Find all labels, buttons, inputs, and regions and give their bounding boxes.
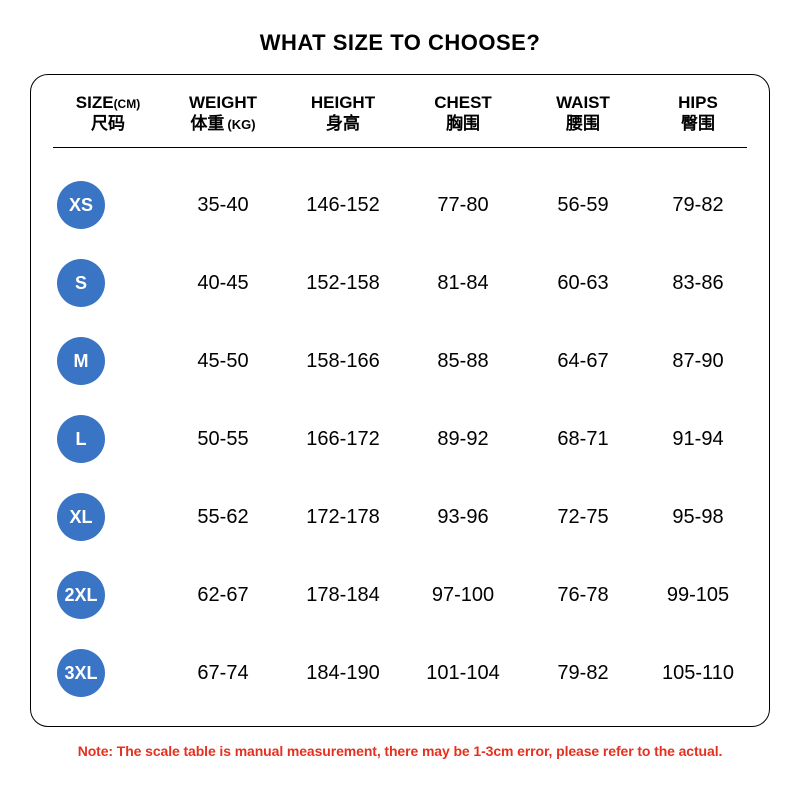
header-size-line2: 尺码 bbox=[91, 113, 125, 135]
table-row: XS 35-40 146-152 77-80 56-59 79-82 bbox=[53, 166, 747, 244]
weight-cell: 45-50 bbox=[163, 350, 283, 373]
header-height-line2: 身高 bbox=[326, 113, 360, 135]
size-badge: S bbox=[57, 259, 105, 307]
header-hips-line2: 臀围 bbox=[681, 113, 715, 135]
size-cell: L bbox=[53, 415, 163, 463]
hips-cell: 83-86 bbox=[643, 272, 753, 295]
hips-cell: 105-110 bbox=[643, 662, 753, 685]
waist-cell: 56-59 bbox=[523, 194, 643, 217]
header-weight: WEIGHT 体重(KG) bbox=[163, 93, 283, 135]
header-chest: CHEST 胸围 bbox=[403, 93, 523, 135]
header-hips-line1: HIPS bbox=[678, 93, 718, 113]
table-row: 3XL 67-74 184-190 101-104 79-82 105-110 bbox=[53, 634, 747, 712]
hips-cell: 91-94 bbox=[643, 428, 753, 451]
header-row: SIZE(CM) 尺码 WEIGHT 体重(KG) HEIGHT 身高 CHES… bbox=[53, 93, 747, 148]
header-height: HEIGHT 身高 bbox=[283, 93, 403, 135]
header-weight-line1: WEIGHT bbox=[189, 93, 257, 113]
height-cell: 146-152 bbox=[283, 194, 403, 217]
height-cell: 178-184 bbox=[283, 584, 403, 607]
table-row: 2XL 62-67 178-184 97-100 76-78 99-105 bbox=[53, 556, 747, 634]
size-cell: 3XL bbox=[53, 649, 163, 697]
header-size-line1: SIZE(CM) bbox=[76, 93, 140, 113]
header-waist-line1: WAIST bbox=[556, 93, 610, 113]
size-badge: L bbox=[57, 415, 105, 463]
waist-cell: 64-67 bbox=[523, 350, 643, 373]
size-table-frame: SIZE(CM) 尺码 WEIGHT 体重(KG) HEIGHT 身高 CHES… bbox=[30, 74, 770, 727]
waist-cell: 72-75 bbox=[523, 506, 643, 529]
size-cell: 2XL bbox=[53, 571, 163, 619]
header-size-unit: (CM) bbox=[114, 97, 141, 111]
header-weight-cn: 体重 bbox=[190, 114, 224, 133]
size-badge: M bbox=[57, 337, 105, 385]
header-chest-line2: 胸围 bbox=[446, 113, 480, 135]
waist-cell: 68-71 bbox=[523, 428, 643, 451]
header-waist: WAIST 腰围 bbox=[523, 93, 643, 135]
waist-cell: 79-82 bbox=[523, 662, 643, 685]
footer-note: Note: The scale table is manual measurem… bbox=[30, 743, 770, 759]
height-cell: 152-158 bbox=[283, 272, 403, 295]
header-weight-unit: (KG) bbox=[227, 117, 255, 132]
chest-cell: 89-92 bbox=[403, 428, 523, 451]
chest-cell: 85-88 bbox=[403, 350, 523, 373]
chest-cell: 77-80 bbox=[403, 194, 523, 217]
size-cell: XS bbox=[53, 181, 163, 229]
chest-cell: 101-104 bbox=[403, 662, 523, 685]
weight-cell: 50-55 bbox=[163, 428, 283, 451]
weight-cell: 40-45 bbox=[163, 272, 283, 295]
header-weight-line2: 体重(KG) bbox=[190, 113, 255, 135]
size-badge: XL bbox=[57, 493, 105, 541]
hips-cell: 79-82 bbox=[643, 194, 753, 217]
weight-cell: 62-67 bbox=[163, 584, 283, 607]
weight-cell: 67-74 bbox=[163, 662, 283, 685]
height-cell: 172-178 bbox=[283, 506, 403, 529]
size-badge: 3XL bbox=[57, 649, 105, 697]
header-size: SIZE(CM) 尺码 bbox=[53, 93, 163, 135]
size-cell: XL bbox=[53, 493, 163, 541]
table-row: L 50-55 166-172 89-92 68-71 91-94 bbox=[53, 400, 747, 478]
header-chest-line1: CHEST bbox=[434, 93, 492, 113]
header-size-text: SIZE bbox=[76, 93, 114, 112]
chest-cell: 93-96 bbox=[403, 506, 523, 529]
size-badge: XS bbox=[57, 181, 105, 229]
header-hips: HIPS 臀围 bbox=[643, 93, 753, 135]
table-row: S 40-45 152-158 81-84 60-63 83-86 bbox=[53, 244, 747, 322]
height-cell: 184-190 bbox=[283, 662, 403, 685]
waist-cell: 60-63 bbox=[523, 272, 643, 295]
table-row: XL 55-62 172-178 93-96 72-75 95-98 bbox=[53, 478, 747, 556]
size-badge: 2XL bbox=[57, 571, 105, 619]
height-cell: 158-166 bbox=[283, 350, 403, 373]
hips-cell: 95-98 bbox=[643, 506, 753, 529]
weight-cell: 55-62 bbox=[163, 506, 283, 529]
weight-cell: 35-40 bbox=[163, 194, 283, 217]
waist-cell: 76-78 bbox=[523, 584, 643, 607]
header-waist-line2: 腰围 bbox=[566, 113, 600, 135]
chest-cell: 81-84 bbox=[403, 272, 523, 295]
chest-cell: 97-100 bbox=[403, 584, 523, 607]
height-cell: 166-172 bbox=[283, 428, 403, 451]
size-cell: S bbox=[53, 259, 163, 307]
table-row: M 45-50 158-166 85-88 64-67 87-90 bbox=[53, 322, 747, 400]
chart-title: WHAT SIZE TO CHOOSE? bbox=[260, 30, 541, 56]
hips-cell: 99-105 bbox=[643, 584, 753, 607]
header-height-line1: HEIGHT bbox=[311, 93, 375, 113]
size-cell: M bbox=[53, 337, 163, 385]
hips-cell: 87-90 bbox=[643, 350, 753, 373]
